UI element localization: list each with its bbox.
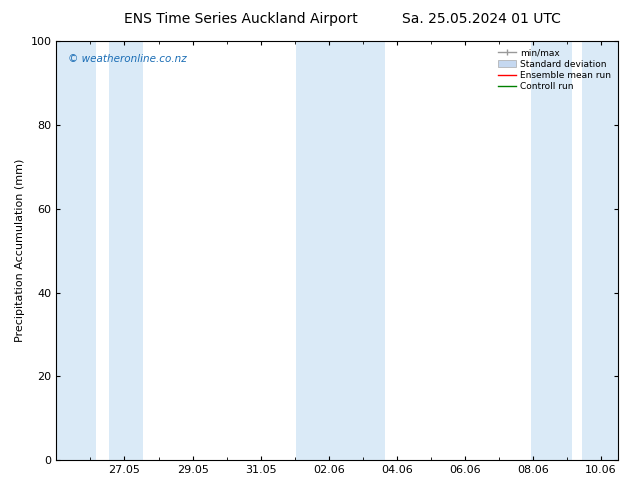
Text: © weatheronline.co.nz: © weatheronline.co.nz [68,53,186,64]
Legend: min/max, Standard deviation, Ensemble mean run, Controll run: min/max, Standard deviation, Ensemble me… [496,46,614,94]
Text: Sa. 25.05.2024 01 UTC: Sa. 25.05.2024 01 UTC [403,12,561,26]
Bar [297,41,385,460]
Bar [531,41,572,460]
Bar [56,41,96,460]
Text: ENS Time Series Auckland Airport: ENS Time Series Auckland Airport [124,12,358,26]
Bar [109,41,143,460]
Y-axis label: Precipitation Accumulation (mm): Precipitation Accumulation (mm) [15,159,25,343]
Bar [583,41,618,460]
